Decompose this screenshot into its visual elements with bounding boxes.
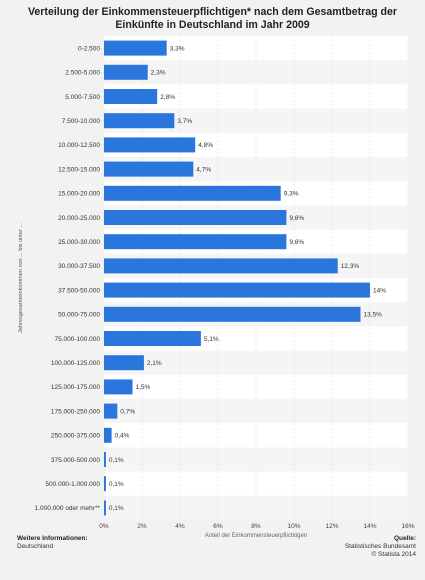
value-label: 9,6% xyxy=(289,239,304,246)
value-label: 3,7% xyxy=(177,118,192,125)
x-tick-label: 0% xyxy=(99,523,109,530)
footer-source: Quelle: Statistisches Bundesamt © Statis… xyxy=(345,535,416,559)
row-band xyxy=(104,399,408,424)
bar xyxy=(104,210,287,225)
category-label: 37.500-50.000 xyxy=(58,287,100,294)
value-label: 13,5% xyxy=(364,312,383,319)
bar xyxy=(104,331,201,346)
footer-info-heading: Weitere Informationen: xyxy=(17,535,88,542)
category-label: 125.000-175.000 xyxy=(51,384,101,391)
value-label: 0,1% xyxy=(109,457,124,464)
bar xyxy=(104,64,148,80)
category-label: 0-2.500 xyxy=(78,45,100,52)
value-label: 2,3% xyxy=(151,70,166,77)
value-label: 9,6% xyxy=(289,215,304,222)
x-tick-label: 8% xyxy=(251,523,261,530)
value-label: 4,8% xyxy=(198,142,213,149)
footer-info: Weitere Informationen: Deutschland xyxy=(17,535,88,551)
bar xyxy=(104,185,281,201)
x-tick-label: 2% xyxy=(137,523,147,530)
bar xyxy=(104,89,158,104)
category-label: 20.000-25.000 xyxy=(58,215,100,222)
bar xyxy=(104,500,106,516)
x-tick-label: 10% xyxy=(287,523,300,530)
footer-source-line2: © Statista 2014 xyxy=(371,551,416,558)
bar xyxy=(104,306,361,322)
bar xyxy=(104,161,194,177)
category-label: 100.000-125.000 xyxy=(51,360,101,367)
bar xyxy=(104,476,106,492)
y-axis-label: Jahresgesamteinkommen von ... bis unter … xyxy=(18,223,24,334)
value-label: 5,1% xyxy=(204,336,219,343)
bar xyxy=(104,258,338,274)
value-label: 1,5% xyxy=(136,384,151,391)
value-label: 3,3% xyxy=(170,45,185,52)
category-label: 500.000-1.000.000 xyxy=(45,481,100,488)
bar xyxy=(104,234,287,250)
footer-info-text: Deutschland xyxy=(17,543,54,550)
value-label: 9,3% xyxy=(284,191,299,198)
footer-source-line1: Statistisches Bundesamt xyxy=(344,543,416,550)
x-tick-label: 6% xyxy=(213,523,223,530)
bar xyxy=(104,452,106,467)
category-label: 30.000-37.500 xyxy=(58,263,100,270)
value-label: 0,4% xyxy=(115,433,130,440)
category-label: 7.500-10.000 xyxy=(62,118,101,125)
category-label: 5.000-7.500 xyxy=(65,94,100,101)
chart-title: Verteilung der Einkommensteuerpflichtige… xyxy=(27,6,398,31)
category-label: 1.000.000 oder mehr** xyxy=(35,505,101,512)
category-label: 50.000-75.000 xyxy=(58,312,100,319)
category-label: 25.000-30.000 xyxy=(58,239,100,246)
value-label: 2,8% xyxy=(160,94,175,101)
x-axis-label: Anteil der Einkommensteuerpflichtigen xyxy=(205,533,307,539)
row-band xyxy=(104,447,408,472)
category-label: 75.000-100.000 xyxy=(54,336,100,343)
bar xyxy=(104,355,144,371)
category-label: 250.000-375.000 xyxy=(51,433,101,440)
bar xyxy=(104,40,167,56)
footer-source-heading: Quelle: xyxy=(393,535,416,542)
x-tick-label: 12% xyxy=(325,523,338,530)
category-label: 375.000-500.000 xyxy=(51,457,101,464)
category-label: 175.000-250.000 xyxy=(51,408,101,415)
bar xyxy=(104,427,112,443)
category-label: 15.000-20.000 xyxy=(58,191,100,198)
value-label: 0,1% xyxy=(109,481,124,488)
bar xyxy=(104,137,196,153)
bar xyxy=(104,403,118,419)
value-label: 4,7% xyxy=(196,166,211,173)
value-label: 0,1% xyxy=(109,505,124,512)
category-label: 12.500-15.000 xyxy=(58,166,100,173)
row-band xyxy=(104,350,408,375)
value-label: 2,1% xyxy=(147,360,162,367)
x-tick-label: 14% xyxy=(363,523,376,530)
value-label: 0,7% xyxy=(120,408,135,415)
value-label: 14% xyxy=(373,287,386,294)
bar xyxy=(104,282,370,298)
category-label: 10.000-12.500 xyxy=(58,142,100,149)
category-label: 2.500-5.000 xyxy=(65,70,100,77)
bar xyxy=(104,379,133,395)
x-tick-label: 4% xyxy=(175,523,185,530)
x-tick-label: 16% xyxy=(401,523,414,530)
row-band xyxy=(104,495,408,520)
value-label: 12,3% xyxy=(341,263,360,270)
bar xyxy=(104,113,175,129)
